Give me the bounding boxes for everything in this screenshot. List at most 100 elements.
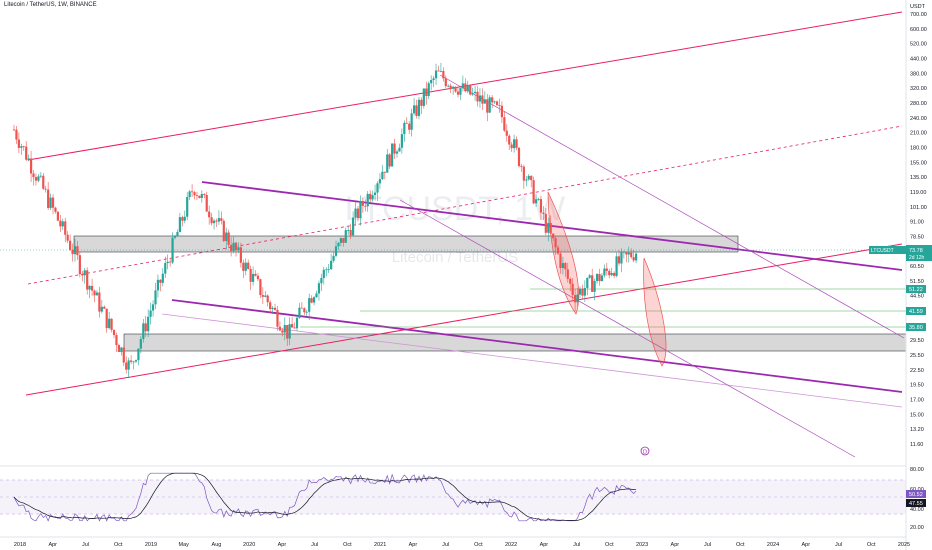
candle-body: [305, 311, 308, 313]
candle-body: [125, 362, 128, 370]
oscillator-tag-1[interactable]: 50.52: [906, 490, 926, 498]
last-price-tag[interactable]: LTCUSDT 73.78 2d 12h: [869, 245, 932, 261]
candle-body: [71, 249, 74, 255]
candle-body: [510, 144, 513, 149]
price-tick-label: 29.50: [910, 338, 924, 344]
level-tag-1[interactable]: 51.22: [906, 285, 926, 293]
price-tick-label: 135.00: [910, 175, 927, 181]
oscillator-tick-label: 80.00: [910, 467, 924, 473]
level-tag-3[interactable]: 35.80: [906, 323, 926, 331]
channel-mid-line[interactable]: [27, 125, 903, 285]
candle-body: [181, 217, 184, 221]
candle-body: [405, 122, 408, 124]
candle-body: [129, 360, 133, 362]
candle-body: [622, 251, 625, 253]
candle-body: [12, 129, 16, 131]
candle-body: [515, 139, 518, 148]
candle-body: [434, 70, 438, 79]
candle-body: [571, 283, 574, 296]
candle-body: [308, 298, 311, 312]
candle-body: [473, 91, 477, 94]
trend-line-upper[interactable]: [201, 181, 903, 271]
candle-body: [186, 197, 189, 217]
candle-body: [264, 295, 267, 297]
time-tick-label: Oct: [343, 542, 352, 548]
price-tick-label: 240.00: [910, 116, 927, 122]
time-tick-label: Jul: [311, 542, 318, 548]
candle-body: [242, 262, 245, 271]
level-tag-2[interactable]: 41.59: [906, 307, 926, 315]
diagonal-line-1[interactable]: [439, 74, 905, 339]
candle-body: [469, 85, 472, 95]
channel-lower-line[interactable]: [25, 243, 903, 396]
time-tick-label: 2023: [636, 542, 648, 548]
candle-body: [491, 97, 494, 103]
candle-body: [347, 230, 350, 231]
candle-body: [508, 135, 511, 145]
candle-body: [37, 176, 40, 181]
candle-body: [559, 253, 562, 269]
candle-body: [595, 273, 599, 282]
level-tag-3-value: 35.80: [909, 325, 923, 331]
candle-body: [459, 88, 462, 95]
candle-body: [137, 348, 140, 361]
candle-body: [212, 220, 216, 224]
candle-body: [422, 88, 425, 106]
oscillator-tick-label: 40.00: [910, 507, 924, 513]
candle-body: [300, 307, 303, 309]
candle-body: [164, 262, 167, 274]
price-tick-label: 600.00: [910, 27, 927, 33]
watermark-name: Litecoin / TetherUS: [392, 249, 518, 266]
candle-body: [244, 262, 247, 271]
candle-body: [500, 105, 504, 118]
candle-body: [88, 285, 91, 290]
candle-body: [632, 257, 635, 261]
price-tick-label: 60.50: [910, 264, 924, 270]
trend-line-lower[interactable]: [171, 299, 903, 393]
candle-body: [386, 154, 389, 173]
candle-body: [120, 347, 123, 352]
time-axis[interactable]: 2018 Apr Jul Oct 2019 May Aug 2020 Apr Jul Oct 2021…: [14, 542, 910, 548]
diagonal-line-2[interactable]: [399, 199, 856, 458]
dividend-event-marker[interactable]: [640, 446, 650, 456]
candle-body: [205, 194, 208, 212]
candle-body: [276, 309, 279, 327]
candle-body: [286, 325, 289, 339]
time-tick-label: Oct: [867, 542, 876, 548]
price-axis[interactable]: 700.00 600.00 520.00 440.00 380.00 320.00 280.…: [910, 12, 927, 448]
candle-body: [217, 218, 221, 222]
candle-body: [478, 95, 482, 102]
trend-line-lower-thin[interactable]: [161, 313, 903, 408]
rsi-line[interactable]: [13, 472, 637, 522]
price-tick-label: 19.50: [910, 383, 924, 389]
candle-body: [44, 188, 47, 190]
rsi-ma-line[interactable]: [13, 472, 637, 521]
candle-body: [100, 306, 103, 312]
candle-body: [573, 295, 577, 303]
oscillator-tag-2[interactable]: 47.55: [906, 499, 926, 507]
candle-body: [476, 91, 479, 102]
candle-body: [549, 222, 552, 234]
candle-body: [310, 298, 313, 303]
candle-body: [610, 272, 613, 276]
price-tick-label: 210.00: [910, 131, 927, 137]
candle-body: [127, 360, 130, 370]
candle-body: [630, 252, 633, 258]
candle-body: [73, 246, 77, 255]
candle-body: [139, 338, 142, 349]
candle-body: [34, 177, 38, 181]
candle-body: [239, 247, 242, 263]
projection-arc-2[interactable]: [643, 257, 667, 367]
candle-body: [369, 193, 372, 200]
candle-body: [566, 269, 569, 279]
candle-body: [483, 99, 486, 104]
candle-body: [403, 122, 406, 135]
candle-body: [25, 146, 28, 160]
candle-body: [454, 86, 457, 92]
price-tick-label: 91.00: [910, 220, 924, 226]
candle-body: [210, 217, 213, 224]
candlestick-series: [12, 62, 638, 378]
candle-body: [581, 288, 584, 296]
candle-body: [339, 238, 343, 243]
